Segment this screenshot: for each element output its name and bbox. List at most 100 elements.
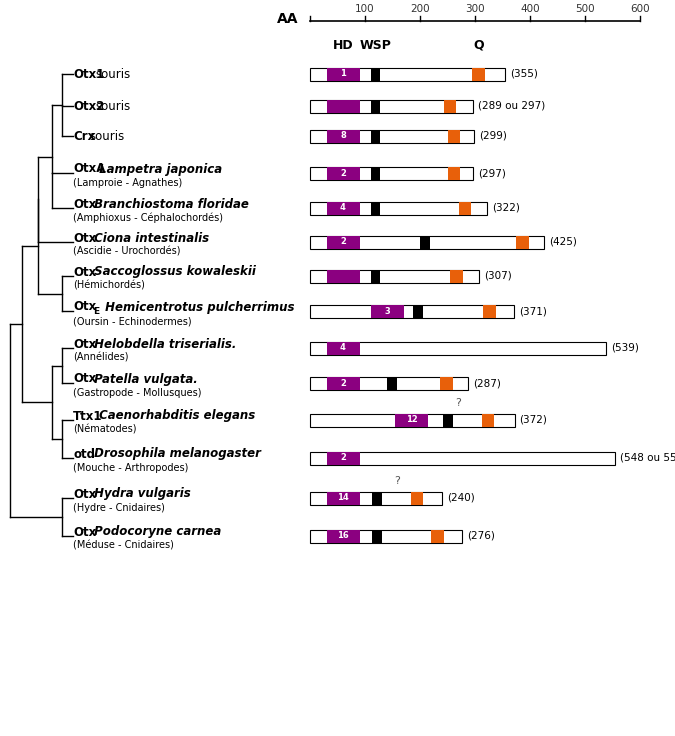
Text: Crx: Crx (73, 130, 95, 143)
Bar (440, 377, 453, 389)
Text: (240): (240) (447, 493, 475, 503)
Bar (387, 377, 397, 389)
Text: 2: 2 (340, 169, 346, 177)
Text: Hemicentrotus pulcherrimus: Hemicentrotus pulcherrimus (101, 300, 294, 314)
Text: (299): (299) (479, 131, 508, 141)
Bar (371, 166, 381, 180)
Text: HD: HD (333, 39, 353, 52)
Bar (450, 269, 463, 283)
Text: OtxA: OtxA (73, 163, 105, 175)
Bar (372, 492, 381, 504)
Text: 200: 200 (410, 4, 430, 14)
Text: 4: 4 (340, 344, 346, 353)
Text: 2: 2 (340, 378, 346, 387)
Text: Otx: Otx (73, 197, 97, 210)
Text: 2: 2 (340, 238, 346, 247)
Text: (Méduse - Cnidaires): (Méduse - Cnidaires) (73, 541, 174, 551)
Text: AA: AA (277, 12, 299, 26)
Text: (Gastropode - Mollusques): (Gastropode - Mollusques) (73, 388, 202, 398)
Text: 16: 16 (337, 531, 349, 540)
Text: 8: 8 (340, 132, 346, 141)
Bar (371, 99, 381, 113)
Text: souris: souris (95, 68, 130, 80)
Text: (289 ou 297): (289 ou 297) (479, 101, 545, 111)
Text: Caenorhabditis elegans: Caenorhabditis elegans (95, 409, 255, 422)
Text: 300: 300 (465, 4, 485, 14)
Bar (310, 451, 615, 464)
Bar (420, 236, 430, 249)
Text: (Amphioxus - Céphalochordés): (Amphioxus - Céphalochordés) (73, 213, 223, 223)
Text: 1: 1 (340, 69, 346, 79)
Bar (327, 166, 360, 180)
Text: Hydra vulgaris: Hydra vulgaris (90, 487, 190, 500)
Text: E: E (93, 306, 99, 316)
Text: (371): (371) (519, 306, 547, 316)
Text: Otx: Otx (73, 232, 97, 244)
Text: Branchiostoma floridae: Branchiostoma floridae (90, 197, 248, 210)
Bar (327, 377, 360, 389)
Bar (410, 492, 423, 504)
Bar (327, 451, 360, 464)
Bar (481, 414, 494, 426)
Bar (371, 305, 404, 317)
Bar (431, 529, 443, 542)
Bar (327, 202, 360, 214)
Text: (425): (425) (549, 237, 576, 247)
Text: Otx: Otx (73, 338, 97, 350)
Text: (Annélides): (Annélides) (73, 353, 128, 363)
Text: ?: ? (456, 398, 462, 408)
Text: (Nématodes): (Nématodes) (73, 425, 136, 435)
Text: Otx: Otx (73, 266, 97, 278)
Text: (Oursin - Echinodermes): (Oursin - Echinodermes) (73, 316, 192, 326)
Text: (307): (307) (484, 271, 512, 281)
Bar (327, 269, 360, 283)
Text: Otx2: Otx2 (73, 99, 105, 113)
Text: Otx: Otx (73, 487, 97, 500)
Bar (371, 202, 381, 214)
Text: (Hydre - Cnidaires): (Hydre - Cnidaires) (73, 503, 165, 513)
Text: (372): (372) (520, 415, 547, 425)
Text: Otx: Otx (73, 372, 97, 386)
Bar (310, 529, 462, 542)
Bar (310, 492, 442, 504)
Text: 12: 12 (406, 416, 418, 425)
Bar (327, 529, 360, 542)
Bar (327, 492, 360, 504)
Bar (327, 342, 360, 355)
Text: otd: otd (73, 447, 95, 461)
Bar (310, 236, 544, 249)
Bar (310, 99, 473, 113)
Bar (396, 414, 428, 426)
Bar (310, 342, 606, 355)
Text: (Hémichordés): (Hémichordés) (73, 281, 145, 291)
Text: Saccoglossus kowaleskii: Saccoglossus kowaleskii (90, 266, 255, 278)
Text: Q: Q (473, 39, 484, 52)
Text: 14: 14 (337, 494, 349, 503)
Bar (327, 68, 360, 80)
Bar (310, 269, 479, 283)
Text: souris: souris (90, 130, 125, 143)
Text: (539): (539) (612, 343, 639, 353)
Text: (548 ou 554): (548 ou 554) (620, 453, 675, 463)
Text: (Lamproie - Agnathes): (Lamproie - Agnathes) (73, 178, 182, 188)
Bar (371, 68, 381, 80)
Text: Patella vulgata.: Patella vulgata. (90, 372, 197, 386)
Text: 3: 3 (384, 306, 390, 316)
Bar (516, 236, 529, 249)
Bar (483, 305, 496, 317)
Bar (310, 305, 514, 317)
Bar (371, 130, 381, 143)
Bar (310, 377, 468, 389)
Bar (327, 99, 360, 113)
Bar (310, 414, 514, 426)
Bar (458, 202, 471, 214)
Bar (448, 166, 460, 180)
Bar (472, 68, 485, 80)
Bar (443, 99, 456, 113)
Text: (355): (355) (510, 69, 538, 79)
Text: Otx: Otx (73, 526, 97, 539)
Text: (287): (287) (473, 378, 501, 388)
Text: (322): (322) (492, 203, 520, 213)
Text: Podocoryne carnea: Podocoryne carnea (90, 526, 221, 539)
Bar (448, 130, 460, 143)
